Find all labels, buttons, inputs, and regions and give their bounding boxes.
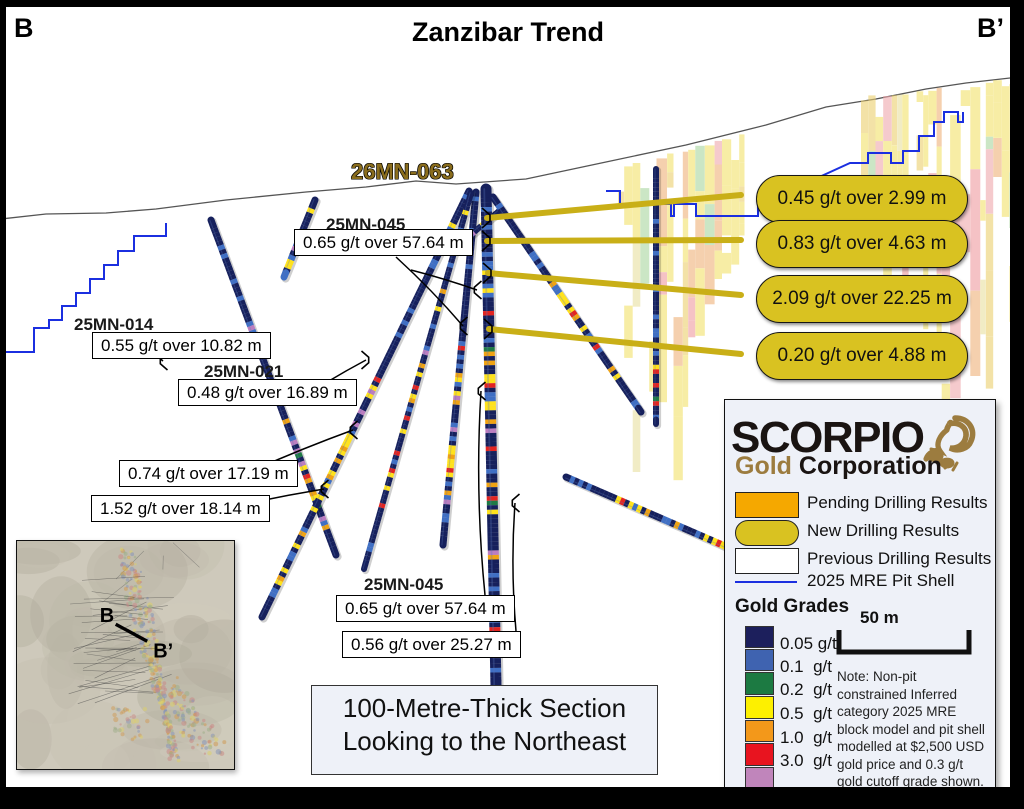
svg-text:B: B <box>100 605 114 627</box>
svg-text:B’: B’ <box>153 640 173 662</box>
